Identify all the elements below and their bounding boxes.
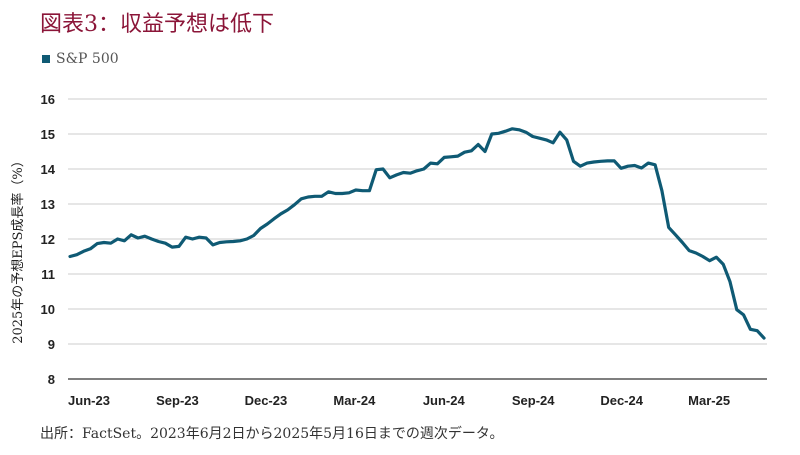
y-tick-label: 15 xyxy=(41,127,55,142)
chart-title: 図表3：収益予想は低下 xyxy=(40,12,274,37)
y-tick-label: 12 xyxy=(41,232,55,247)
x-tick-label: Sep-24 xyxy=(512,393,555,408)
x-axis-ticks: Jun-23 Sep-23 Dec-23 Mar-24 Jun-24 Sep-24 Dec-… xyxy=(68,393,730,408)
legend-swatch xyxy=(42,55,50,63)
y-tick-label: 13 xyxy=(41,197,55,212)
x-tick-label: Mar-24 xyxy=(333,393,376,408)
x-tick-label: Dec-23 xyxy=(245,393,288,408)
y-axis-ticks: 8 9 10 11 12 13 14 15 16 xyxy=(41,92,56,387)
series-line-sp500 xyxy=(68,127,766,340)
y-tick-label: 9 xyxy=(48,337,55,352)
x-tick-label: Dec-24 xyxy=(600,393,643,408)
y-tick-label: 14 xyxy=(41,162,56,177)
legend-label: S&P 500 xyxy=(56,51,119,67)
y-tick-label: 11 xyxy=(41,267,55,282)
y-tick-label: 10 xyxy=(41,302,55,317)
x-tick-label: Jun-24 xyxy=(423,393,466,408)
source-note: 出所：FactSet。2023年6月2日から2025年5月16日までの週次データ… xyxy=(40,426,504,442)
y-tick-label: 16 xyxy=(41,92,55,107)
x-tick-label: Mar-25 xyxy=(688,393,730,408)
y-tick-label: 8 xyxy=(48,372,55,387)
y-axis-label: 2025年の予想EPS成長率（%） xyxy=(10,154,26,344)
legend: S&P 500 xyxy=(42,51,119,67)
x-tick-label: Jun-23 xyxy=(68,393,110,408)
x-tick-label: Sep-23 xyxy=(156,393,199,408)
gridlines xyxy=(68,98,767,345)
